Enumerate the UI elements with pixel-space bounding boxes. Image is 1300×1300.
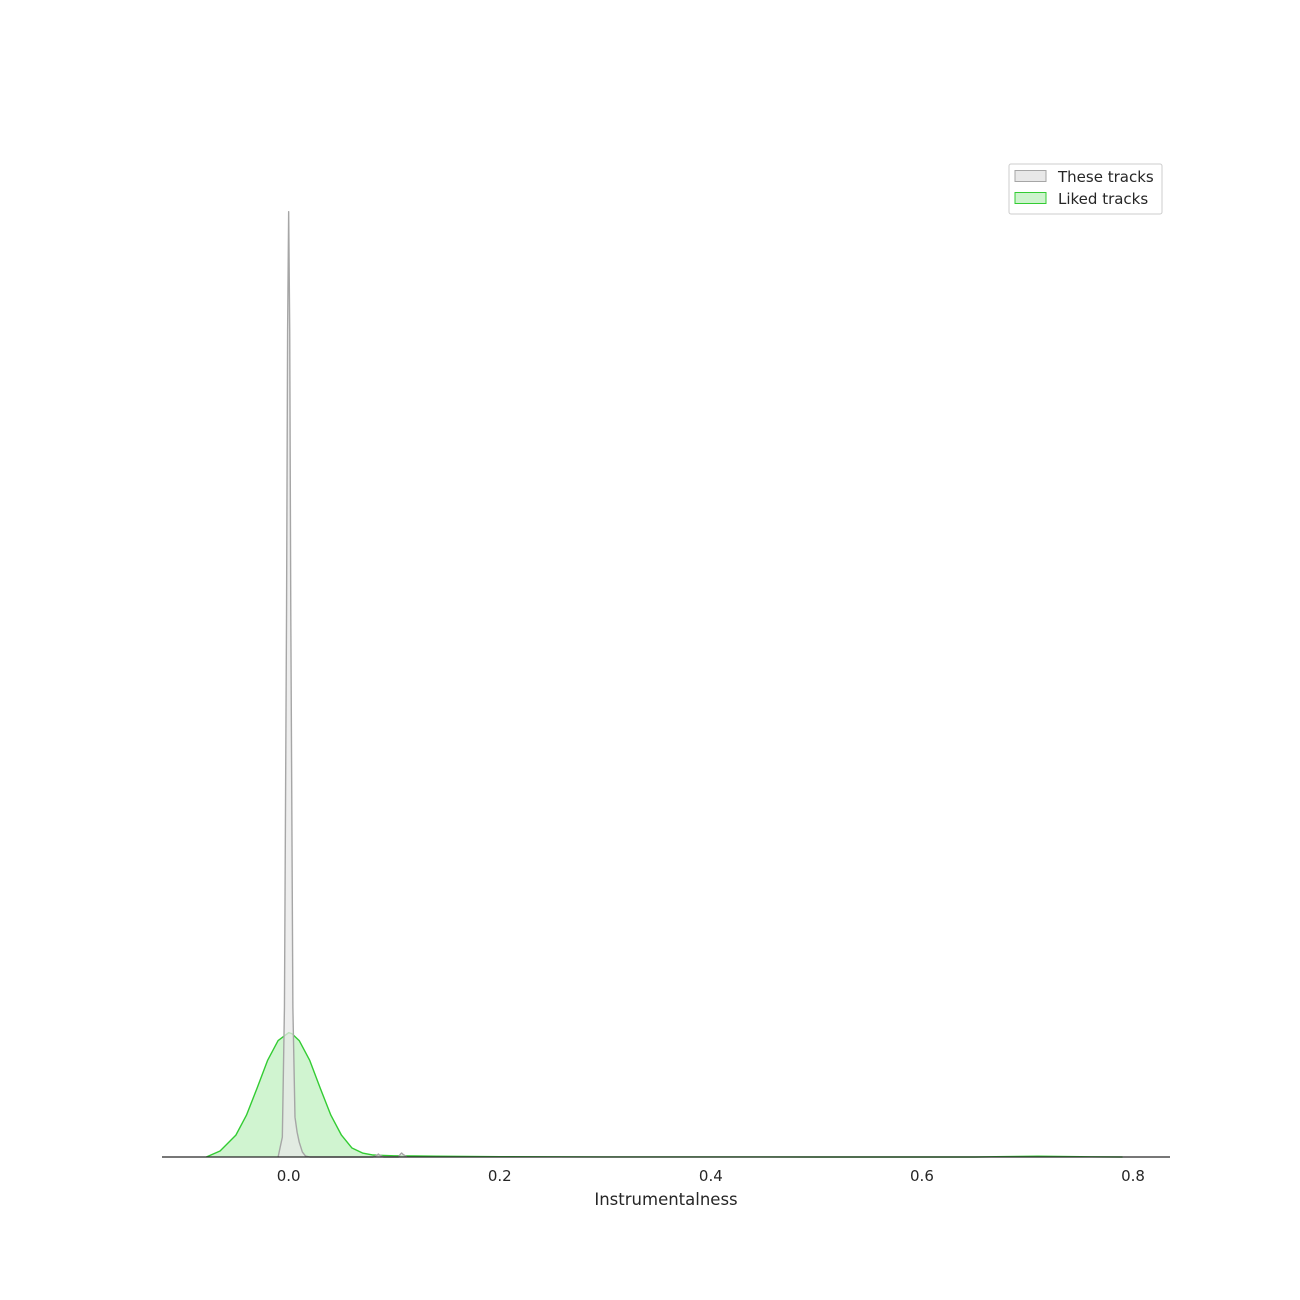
x-tick-label: 0.4 bbox=[699, 1167, 723, 1185]
density-line-these-tracks bbox=[277, 211, 408, 1158]
x-axis-label: Instrumentalness bbox=[594, 1190, 737, 1209]
legend-frame bbox=[1008, 163, 1163, 215]
legend-swatch-these-tracks bbox=[1014, 170, 1047, 182]
legend-swatch-liked-tracks bbox=[1014, 192, 1047, 204]
density-areas bbox=[206, 211, 1123, 1158]
x-tick-label: 0.0 bbox=[277, 1167, 301, 1185]
legend-label-liked-tracks: Liked tracks bbox=[1058, 190, 1148, 208]
area-fill-these-tracks bbox=[278, 211, 407, 1157]
legend: These tracks Liked tracks bbox=[1008, 163, 1163, 215]
x-tick-label: 0.8 bbox=[1121, 1167, 1145, 1185]
x-tick-label: 0.6 bbox=[910, 1167, 934, 1185]
x-axis-ticks: 0.0 0.2 0.4 0.6 0.8 bbox=[277, 1167, 1145, 1185]
legend-label-these-tracks: These tracks bbox=[1057, 168, 1154, 186]
density-line-liked-tracks bbox=[206, 1031, 1123, 1158]
x-tick-label: 0.2 bbox=[488, 1167, 512, 1185]
